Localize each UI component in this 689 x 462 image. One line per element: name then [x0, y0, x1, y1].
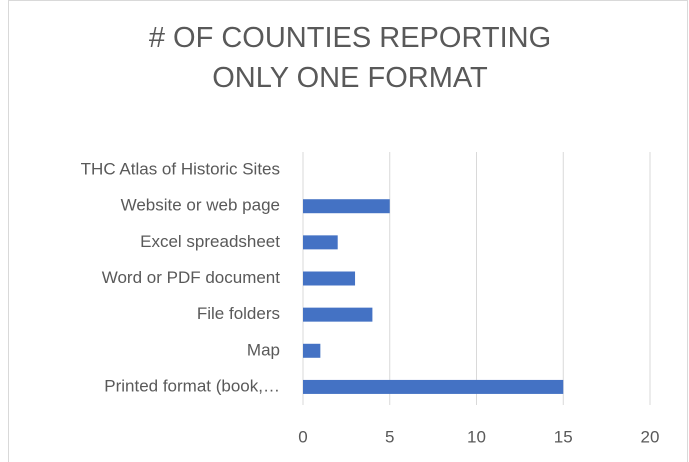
y-tick-label: Word or PDF document [102, 268, 281, 287]
y-tick-label: File folders [197, 304, 280, 323]
bar [303, 199, 390, 214]
x-tick-label: 5 [385, 427, 394, 446]
chart-title: # OF COUNTIES REPORTING ONLY ONE FORMAT [148, 22, 552, 94]
bar [303, 343, 321, 358]
x-tick-label: 15 [554, 427, 573, 446]
y-tick-label: Excel spreadsheet [140, 232, 280, 251]
y-tick-label: Website or web page [121, 196, 280, 215]
x-tick-label: 0 [298, 427, 307, 446]
y-tick-label: THC Atlas of Historic Sites [81, 160, 280, 179]
x-tick-label: 10 [467, 427, 486, 446]
bar [303, 271, 356, 286]
y-tick-label: Printed format (book,… [104, 376, 280, 395]
bar [303, 307, 373, 322]
chart-border [8, 0, 688, 462]
bar [303, 379, 564, 394]
y-tick-label: Map [247, 340, 280, 359]
bar [303, 235, 338, 250]
x-tick-label: 20 [641, 427, 660, 446]
